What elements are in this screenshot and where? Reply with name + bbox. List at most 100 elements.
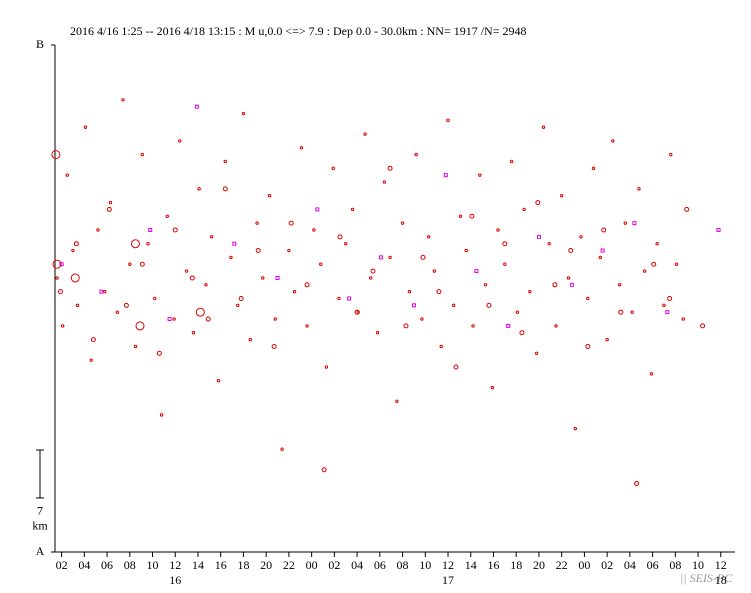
x-tick-label: 04	[78, 558, 90, 572]
point	[436, 289, 442, 295]
point	[261, 276, 265, 280]
point	[172, 317, 176, 321]
point	[121, 98, 125, 102]
point	[400, 221, 405, 225]
point	[623, 221, 628, 225]
point	[579, 235, 583, 239]
point	[178, 139, 182, 143]
point	[534, 351, 539, 356]
point	[165, 214, 169, 218]
x-tick-label: 14	[192, 558, 204, 572]
x-tick-label: 06	[647, 558, 659, 572]
x-tick-label: 08	[124, 558, 136, 572]
point	[541, 125, 546, 129]
x-tick-label: 16	[215, 558, 227, 572]
point	[586, 296, 590, 301]
x-tick-label: 20	[533, 558, 545, 572]
point	[319, 262, 323, 266]
point	[509, 159, 514, 164]
point	[426, 235, 431, 239]
point	[443, 173, 448, 178]
point	[156, 350, 162, 356]
point	[478, 173, 482, 177]
point	[347, 296, 352, 301]
point	[506, 323, 511, 328]
point	[634, 480, 640, 486]
point	[90, 337, 96, 343]
point	[148, 227, 153, 232]
point	[241, 111, 246, 116]
point	[103, 289, 107, 294]
point	[669, 152, 673, 157]
point	[292, 289, 297, 294]
point	[153, 296, 157, 301]
point	[167, 317, 172, 322]
point	[547, 241, 551, 246]
point	[573, 426, 578, 431]
point	[205, 316, 211, 322]
x-tick-label: 18	[510, 558, 522, 572]
x-tick-label: 04	[351, 558, 363, 572]
point	[601, 227, 607, 233]
x-tick-label: 20	[260, 558, 272, 572]
day-label: 18	[715, 573, 727, 587]
point	[354, 309, 360, 315]
x-tick-label: 02	[601, 558, 613, 572]
point	[275, 275, 280, 280]
point	[133, 344, 138, 349]
point	[611, 139, 615, 143]
point	[83, 125, 88, 129]
point	[232, 241, 237, 246]
point	[569, 282, 574, 287]
scale-value: 7	[37, 504, 43, 518]
point	[287, 248, 291, 253]
point	[474, 269, 479, 274]
point	[65, 173, 69, 177]
point	[139, 261, 145, 267]
point	[75, 303, 80, 308]
point	[369, 276, 373, 280]
point	[528, 289, 532, 294]
point	[204, 283, 208, 287]
point	[238, 296, 244, 301]
point	[57, 289, 63, 295]
x-tick-label: 22	[556, 558, 568, 572]
point	[280, 447, 284, 451]
point	[73, 241, 79, 247]
point	[559, 194, 564, 198]
point	[651, 261, 657, 267]
point	[304, 282, 310, 288]
point	[665, 310, 670, 315]
point	[618, 309, 624, 315]
point	[96, 228, 100, 232]
point	[216, 379, 221, 383]
y-tick-label: A	[36, 544, 45, 558]
point	[140, 152, 144, 157]
point	[486, 302, 492, 308]
point	[519, 330, 525, 336]
point	[255, 248, 261, 254]
point	[414, 152, 418, 157]
point	[388, 255, 392, 260]
point	[273, 317, 277, 321]
point	[375, 331, 380, 335]
point	[350, 207, 355, 212]
point	[305, 324, 309, 328]
x-tick-label: 00	[306, 558, 318, 572]
point	[387, 165, 393, 171]
point	[271, 343, 277, 349]
point	[146, 241, 150, 246]
point	[632, 221, 637, 226]
point	[184, 269, 189, 273]
point	[135, 321, 145, 331]
point	[315, 207, 320, 212]
point	[378, 255, 383, 260]
point	[191, 331, 196, 335]
point	[700, 323, 706, 329]
point	[591, 166, 596, 171]
point	[605, 337, 609, 342]
point	[536, 234, 541, 239]
point	[407, 289, 412, 294]
